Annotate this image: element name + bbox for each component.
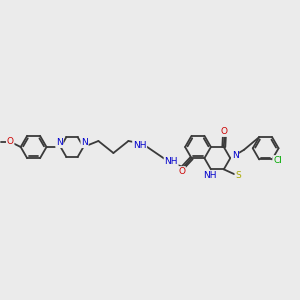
Text: Cl: Cl: [273, 156, 282, 165]
Text: O: O: [178, 167, 185, 176]
Text: NH: NH: [204, 171, 217, 180]
Text: NH: NH: [164, 157, 178, 166]
Text: S: S: [235, 171, 241, 180]
Text: N: N: [81, 138, 88, 147]
Text: NH: NH: [133, 141, 146, 150]
Text: N: N: [56, 138, 63, 147]
Text: N: N: [232, 151, 238, 160]
Text: O: O: [221, 127, 228, 136]
Text: O: O: [7, 137, 14, 146]
